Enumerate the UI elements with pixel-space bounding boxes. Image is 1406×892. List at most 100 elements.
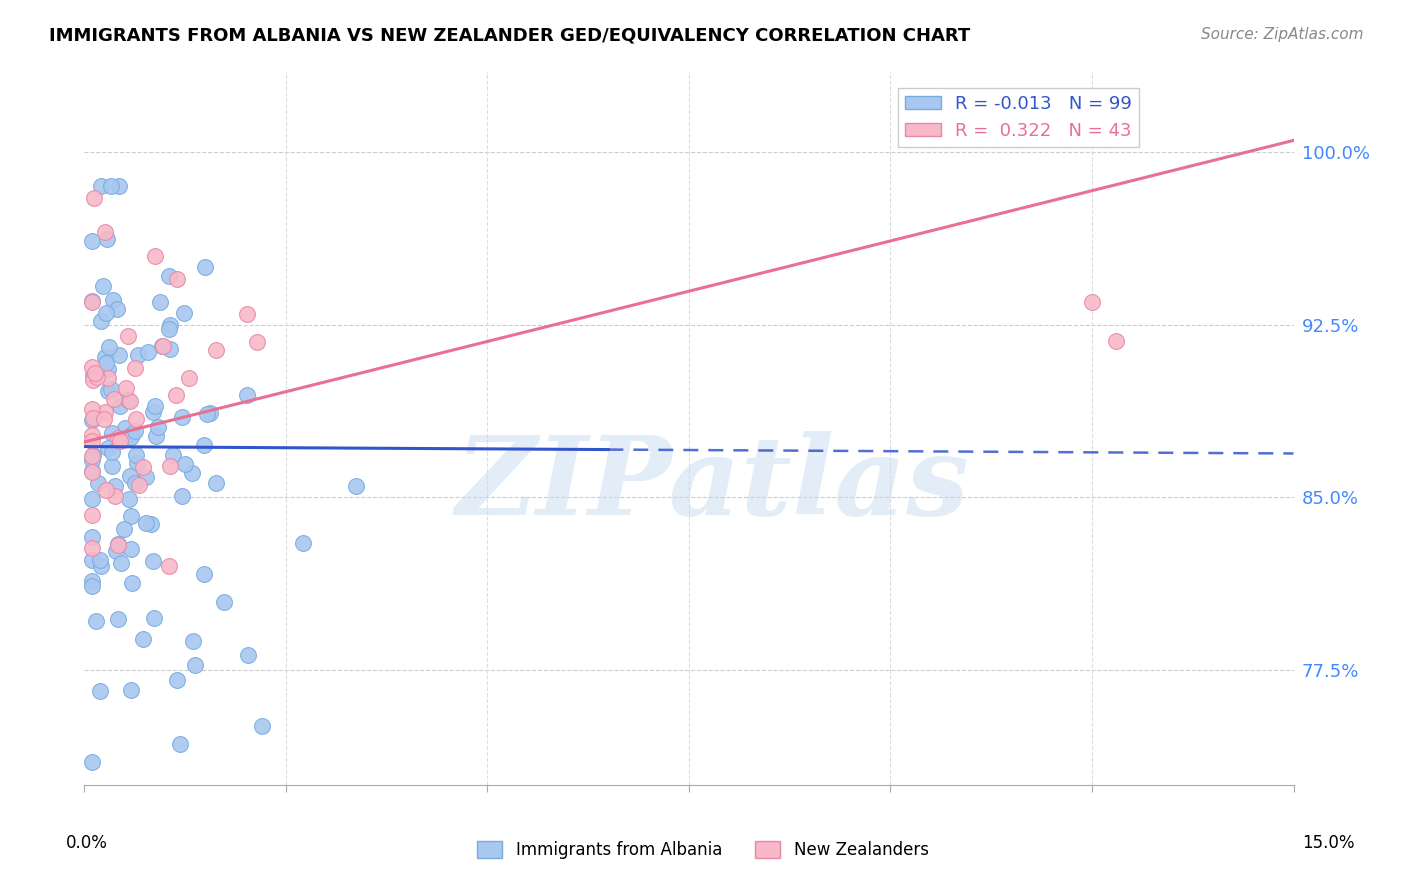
Point <box>82 450 104 464</box>
Point <box>89 179 111 194</box>
Point <box>97 384 120 398</box>
Point <box>212 595 235 609</box>
Text: Source: ZipAtlas.com: Source: ZipAtlas.com <box>1201 27 1364 42</box>
Point <box>89 553 111 567</box>
Point <box>84 614 107 628</box>
Point <box>82 755 104 769</box>
Point <box>101 459 124 474</box>
Point <box>127 348 149 362</box>
Point <box>82 508 104 523</box>
Point <box>103 392 125 406</box>
Point <box>236 388 259 402</box>
Point <box>108 179 131 194</box>
Point <box>97 362 120 376</box>
Point <box>104 479 127 493</box>
Point <box>146 420 169 434</box>
Point <box>120 394 142 409</box>
Point <box>125 448 148 462</box>
Legend: Immigrants from Albania, New Zealanders: Immigrants from Albania, New Zealanders <box>471 834 935 866</box>
Point <box>94 355 117 369</box>
Point <box>139 516 162 531</box>
Point <box>142 554 165 568</box>
Point <box>124 425 146 439</box>
Point <box>112 522 135 536</box>
Point <box>128 478 150 492</box>
Point <box>82 401 104 416</box>
Point <box>83 366 105 380</box>
Point <box>91 279 114 293</box>
Point <box>166 271 188 285</box>
Point <box>108 399 131 413</box>
Text: ZIPatlas: ZIPatlas <box>456 432 970 539</box>
Point <box>157 268 180 283</box>
Point <box>193 438 215 452</box>
Point <box>107 612 129 626</box>
Point <box>82 434 104 449</box>
Point <box>143 611 166 625</box>
Point <box>149 294 172 309</box>
Point <box>132 459 155 474</box>
Point <box>83 191 105 205</box>
Point <box>194 260 217 275</box>
Text: 0.0%: 0.0% <box>66 834 108 852</box>
Point <box>82 579 104 593</box>
Point <box>104 489 127 503</box>
Point <box>195 407 218 421</box>
Point <box>166 673 188 687</box>
Point <box>93 405 115 419</box>
Point <box>236 307 259 321</box>
Point <box>97 370 120 384</box>
Point <box>82 530 104 544</box>
Point <box>114 421 136 435</box>
Point <box>89 683 111 698</box>
Point <box>101 445 124 459</box>
Point <box>121 576 143 591</box>
Point <box>1081 294 1104 309</box>
Point <box>120 542 142 557</box>
Point <box>82 293 104 308</box>
Point <box>98 340 121 354</box>
Point <box>159 318 181 332</box>
Point <box>117 328 139 343</box>
Point <box>246 334 269 349</box>
Point <box>90 314 112 328</box>
Point <box>205 476 228 491</box>
Point <box>143 399 166 413</box>
Point <box>145 429 167 443</box>
Point <box>82 294 104 309</box>
Point <box>94 306 117 320</box>
Point <box>82 373 104 387</box>
Point <box>236 648 259 662</box>
Point <box>82 541 104 555</box>
Point <box>87 475 110 490</box>
Point <box>170 489 193 503</box>
Point <box>96 232 118 246</box>
Point <box>120 430 142 444</box>
Point <box>115 381 138 395</box>
Point <box>250 719 273 733</box>
Point <box>101 426 124 441</box>
Point <box>118 469 141 483</box>
Point <box>107 302 129 317</box>
Point <box>97 441 120 455</box>
Point <box>344 479 367 493</box>
Point <box>204 343 226 358</box>
Text: IMMIGRANTS FROM ALBANIA VS NEW ZEALANDER GED/EQUIVALENCY CORRELATION CHART: IMMIGRANTS FROM ALBANIA VS NEW ZEALANDER… <box>49 27 970 45</box>
Point <box>291 536 314 550</box>
Point <box>120 509 142 524</box>
Point <box>94 226 117 240</box>
Point <box>110 557 132 571</box>
Point <box>193 567 215 582</box>
Point <box>82 449 104 463</box>
Point <box>94 483 117 497</box>
Point <box>184 657 207 672</box>
Point <box>82 410 104 425</box>
Point <box>100 179 122 194</box>
Point <box>121 427 143 442</box>
Point <box>103 293 125 308</box>
Point <box>152 338 174 352</box>
Point <box>82 234 104 248</box>
Point <box>104 544 127 558</box>
Point <box>107 431 129 445</box>
Point <box>162 448 184 462</box>
